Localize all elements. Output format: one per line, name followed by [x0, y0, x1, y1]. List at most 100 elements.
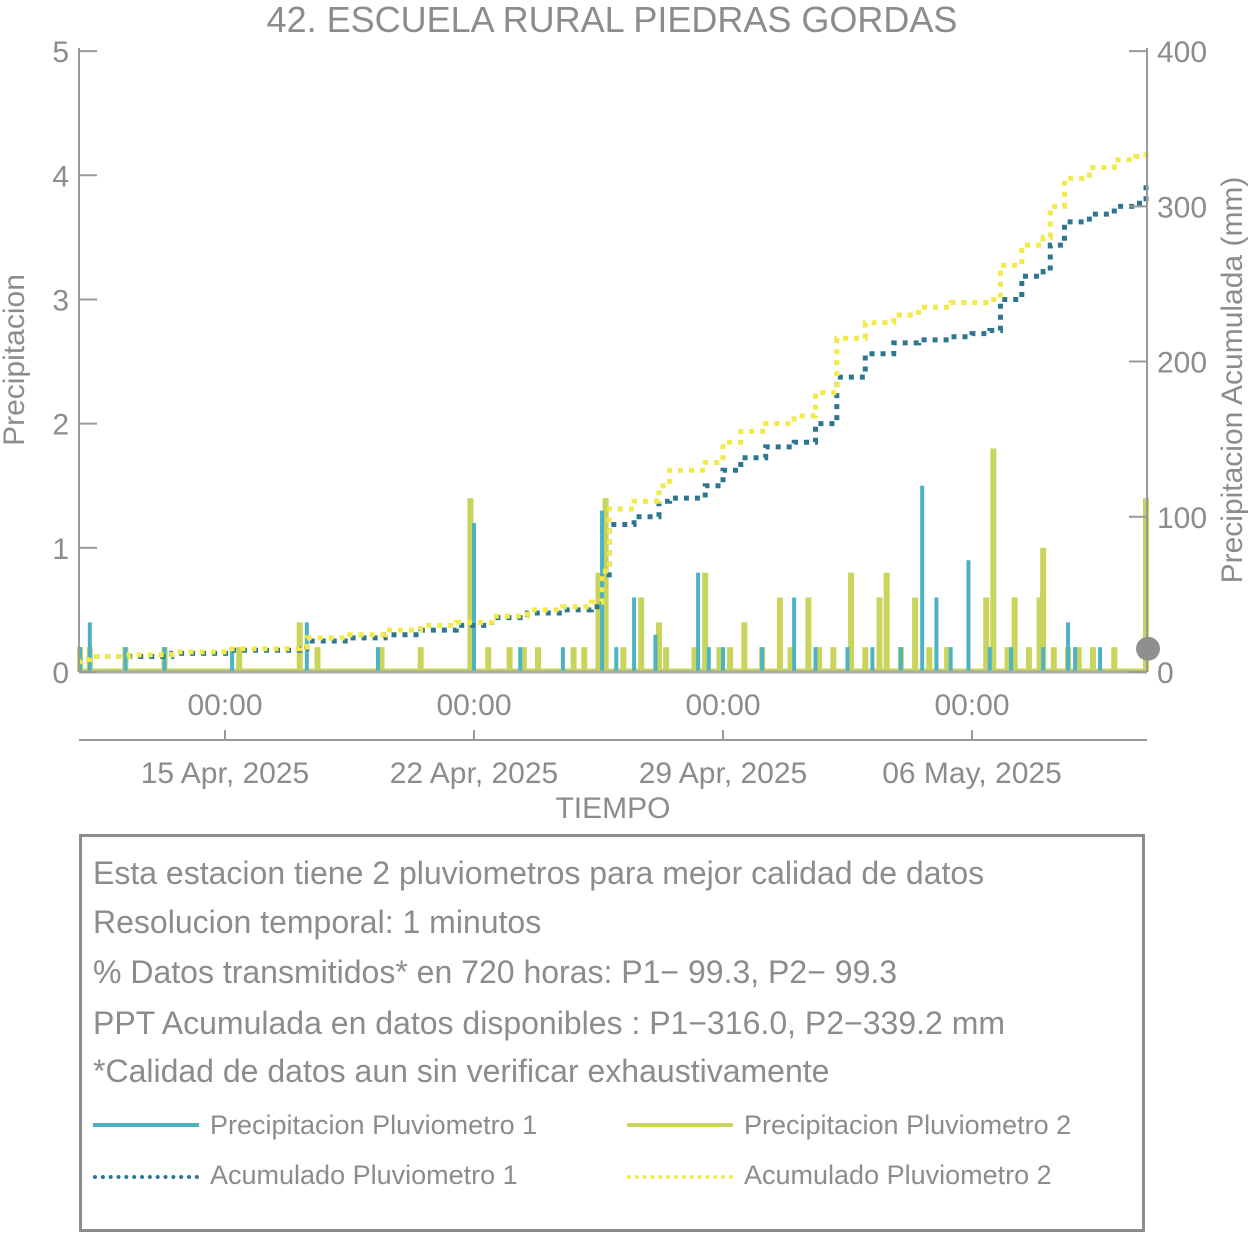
info-line-stations: Esta estacion tiene 2 pluviometros para …: [93, 855, 985, 891]
precip-bar-p2: [787, 647, 794, 672]
x-tick-time-label: 00:00: [187, 689, 262, 722]
precip-bar-p1: [632, 597, 637, 672]
chart: 42. ESCUELA RURAL PIEDRAS GORDAS 012345 …: [0, 0, 1249, 825]
y-axis-label-right: Precipitacion Acumulada (mm): [1216, 177, 1249, 584]
precip-bar-p1: [898, 647, 903, 672]
x-tick-date-label: 29 Apr, 2025: [639, 757, 808, 790]
precip-bar-p2: [506, 647, 513, 672]
precip-bar-p1: [87, 622, 92, 672]
precip-bar-p2: [912, 597, 919, 672]
precip-bar-p2: [1050, 647, 1057, 672]
precip-bar-p1: [966, 560, 971, 672]
left-tick-label: 1: [52, 533, 69, 566]
precip-bar-p1: [614, 647, 619, 672]
precip-bar-p1: [870, 647, 875, 672]
precip-bar-p1: [1098, 647, 1103, 672]
precip-bar-p1: [920, 485, 925, 672]
left-axis-ticks: 0 1 2 3 4 5: [52, 36, 97, 690]
legend-label: Acumulado Pluviometro 1: [210, 1160, 518, 1190]
bars-pluviometro-2: [77, 448, 1149, 672]
x-tick-time-label: 00:00: [436, 689, 511, 722]
right-tick-label: 0: [1157, 657, 1174, 690]
legend-item-pluviometro-2: Precipitacion Pluviometro 2: [627, 1107, 1127, 1143]
precip-bar-p1: [560, 647, 565, 672]
info-line-transmitted: % Datos transmitidos* en 720 horas: P1− …: [93, 954, 898, 990]
precip-bar-p2: [805, 597, 812, 672]
precip-bar-p2: [741, 622, 748, 672]
precip-bar-p1: [987, 647, 992, 672]
precip-bar-p1: [472, 522, 476, 672]
precip-bar-p1: [813, 647, 818, 672]
precip-bar-p2: [1004, 647, 1011, 672]
legend-swatch-solid-teal: [93, 1123, 199, 1127]
precip-bar-p2: [727, 647, 734, 672]
precip-bar-p2: [1036, 597, 1043, 672]
precip-bar-p2: [570, 647, 577, 672]
legend-label: Precipitacion Pluviometro 2: [744, 1110, 1072, 1140]
precip-bar-p2: [620, 647, 627, 672]
precip-bar-p2: [830, 647, 837, 672]
precip-bar-p1: [845, 647, 850, 672]
precip-bar-p2: [862, 647, 869, 672]
x-axis-ticks: 00:00 15 Apr, 2025 00:00 22 Apr, 2025 00:00 2…: [141, 689, 1062, 790]
legend-label: Acumulado Pluviometro 2: [744, 1160, 1052, 1190]
info-line-resolution: Resolucion temporal: 1 minutos: [93, 904, 542, 940]
precip-bar-p2: [655, 622, 662, 672]
precip-bar-p2: [638, 597, 645, 672]
precip-bar-p1: [948, 647, 953, 672]
precip-bar-p1: [1066, 622, 1071, 672]
x-tick-time-label: 00:00: [685, 689, 760, 722]
precip-bar-p2: [944, 647, 951, 672]
legend-label: Precipitacion Pluviometro 1: [210, 1110, 538, 1140]
precip-bar-p2: [990, 448, 997, 672]
left-tick-label: 4: [52, 160, 69, 193]
right-axis-ticks: 0 100 200 300 400: [1129, 36, 1207, 690]
x-tick-date-label: 06 May, 2025: [882, 757, 1062, 790]
right-tick-label: 400: [1157, 36, 1207, 69]
precip-bar-p2: [485, 647, 492, 672]
precip-bar-p2: [983, 597, 990, 672]
x-tick-time-label: 00:00: [934, 689, 1009, 722]
precip-bar-p2: [535, 647, 542, 672]
bars-pluviometro-1: [78, 485, 1103, 672]
precip-bar-p1: [1041, 647, 1046, 672]
precip-bar-p2: [663, 647, 670, 672]
precip-bar-p2: [876, 597, 883, 672]
precip-bar-p1: [653, 634, 658, 672]
legend-item-acumulado-1: Acumulado Pluviometro 1: [93, 1157, 613, 1193]
precip-bar-p2: [1111, 647, 1118, 672]
precip-bar-p2: [1075, 647, 1082, 672]
right-tick-label: 300: [1157, 191, 1207, 224]
precip-bar-p1: [696, 572, 701, 672]
cumulative-line-p2: [77, 145, 1149, 665]
precip-bar-p1: [792, 597, 797, 672]
precip-bar-p1: [1009, 647, 1014, 672]
y-axis-label-left: Precipitacion: [0, 274, 31, 446]
precip-bar-p2: [816, 647, 823, 672]
precip-bar-p2: [595, 572, 602, 672]
chart-title: 42. ESCUELA RURAL PIEDRAS GORDAS: [267, 0, 958, 40]
legend-item-acumulado-2: Acumulado Pluviometro 2: [627, 1157, 1127, 1193]
info-line-accumulated: PPT Acumulada en datos disponibles : P1−…: [93, 1005, 1005, 1041]
left-tick-label: 0: [52, 657, 69, 690]
precip-bar-p2: [1011, 597, 1018, 672]
precip-bar-p2: [702, 572, 709, 672]
precip-bar-p1: [162, 647, 167, 672]
precip-bar-p1: [123, 647, 128, 672]
left-tick-label: 3: [52, 284, 69, 317]
precip-bar-p1: [518, 647, 523, 672]
info-box: Esta estacion tiene 2 pluviometros para …: [79, 834, 1145, 1232]
precip-bar-p2: [926, 647, 933, 672]
precip-bar-p2: [776, 597, 783, 672]
legend-swatch-solid-olive: [627, 1123, 733, 1127]
left-tick-label: 2: [52, 409, 69, 442]
precip-bar-p2: [1040, 547, 1047, 672]
precip-bar-p2: [602, 498, 609, 672]
cumulative-line-p1: [77, 181, 1149, 665]
precip-bar-p2: [581, 647, 588, 672]
precip-bar-p2: [1025, 647, 1032, 672]
precip-bar-p1: [760, 647, 765, 672]
precip-bar-p2: [314, 647, 321, 672]
legend-swatch-dotted-yellow: [627, 1175, 733, 1179]
precip-bar-p2: [716, 647, 723, 672]
